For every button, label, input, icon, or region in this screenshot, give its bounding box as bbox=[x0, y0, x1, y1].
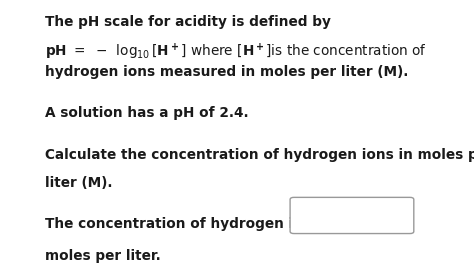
Text: liter (M).: liter (M). bbox=[45, 176, 112, 190]
Text: Calculate the concentration of hydrogen ions in moles per: Calculate the concentration of hydrogen … bbox=[45, 148, 474, 162]
Text: hydrogen ions measured in moles per liter (M).: hydrogen ions measured in moles per lite… bbox=[45, 65, 409, 79]
Text: A solution has a pH of 2.4.: A solution has a pH of 2.4. bbox=[45, 106, 249, 120]
Text: The pH scale for acidity is defined by: The pH scale for acidity is defined by bbox=[45, 15, 331, 29]
Text: moles per liter.: moles per liter. bbox=[45, 249, 161, 263]
FancyBboxPatch shape bbox=[290, 197, 414, 234]
Text: The concentration of hydrogen ions is: The concentration of hydrogen ions is bbox=[45, 217, 338, 231]
Text: $\bf{pH}$ $=$  $-$  $\log_{10}$$\bf{\left[H^+\right]}$ where $\bf{\left[H^+\righ: $\bf{pH}$ $=$ $-$ $\log_{10}$$\bf{\left[… bbox=[45, 41, 427, 61]
